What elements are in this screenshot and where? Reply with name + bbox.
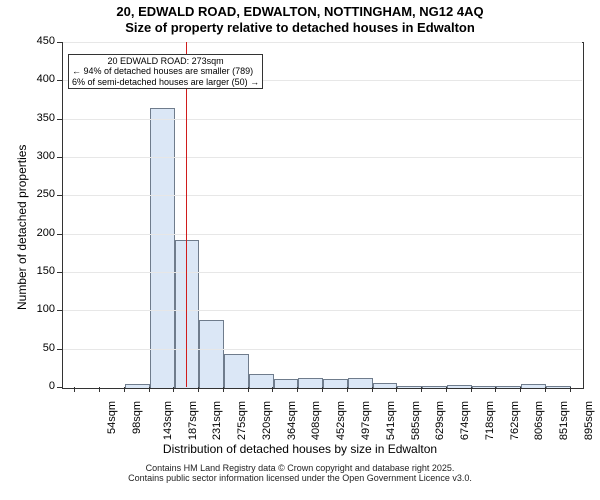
- x-tick-label: 452sqm: [335, 401, 347, 440]
- footer-line-2: Contains public sector information licen…: [0, 473, 600, 483]
- x-tick-label: 629sqm: [434, 401, 446, 440]
- chart-footer: Contains HM Land Registry data © Crown c…: [0, 463, 600, 484]
- x-tick-label: 320sqm: [261, 401, 273, 440]
- y-tick-label: 450: [27, 35, 55, 47]
- y-tick-label: 250: [27, 188, 55, 200]
- x-tick: [446, 387, 447, 392]
- x-tick-label: 54sqm: [106, 401, 118, 434]
- x-tick: [124, 387, 125, 392]
- bar: [447, 385, 472, 388]
- y-tick-label: 0: [27, 380, 55, 392]
- y-tick: [57, 157, 62, 158]
- bar: [472, 386, 497, 388]
- y-tick-label: 350: [27, 112, 55, 124]
- x-tick-label: 497sqm: [360, 401, 372, 440]
- bar: [521, 384, 546, 388]
- x-tick: [347, 387, 348, 392]
- x-tick: [149, 387, 150, 392]
- bar: [199, 320, 224, 388]
- gridline: [63, 310, 582, 311]
- y-tick-label: 200: [27, 227, 55, 239]
- x-tick: [545, 387, 546, 392]
- bar: [224, 354, 249, 388]
- x-tick-label: 585sqm: [410, 401, 422, 440]
- bar: [546, 386, 571, 388]
- x-tick: [520, 387, 521, 392]
- gridline: [63, 195, 582, 196]
- x-axis-label: Distribution of detached houses by size …: [0, 442, 600, 456]
- bar: [422, 386, 447, 388]
- x-tick-label: 895sqm: [583, 401, 595, 440]
- y-tick: [57, 387, 62, 388]
- annotation-line-1: 20 EDWALD ROAD: 273sqm: [72, 56, 259, 66]
- footer-line-1: Contains HM Land Registry data © Crown c…: [0, 463, 600, 473]
- x-tick: [223, 387, 224, 392]
- x-tick-label: 541sqm: [385, 401, 397, 440]
- x-tick-label: 674sqm: [459, 401, 471, 440]
- bar: [496, 386, 521, 388]
- x-tick-label: 143sqm: [162, 401, 174, 440]
- y-tick: [57, 80, 62, 81]
- gridline: [63, 349, 582, 350]
- x-tick: [198, 387, 199, 392]
- y-tick: [57, 272, 62, 273]
- bar: [249, 374, 274, 388]
- y-tick-label: 150: [27, 265, 55, 277]
- y-tick: [57, 195, 62, 196]
- annotation-box: 20 EDWALD ROAD: 273sqm← 94% of detached …: [68, 54, 263, 89]
- y-tick: [57, 119, 62, 120]
- gridline: [63, 119, 582, 120]
- x-tick-label: 275sqm: [236, 401, 248, 440]
- y-tick: [57, 349, 62, 350]
- x-tick-label: 408sqm: [311, 401, 323, 440]
- bar: [323, 379, 348, 388]
- y-tick-label: 50: [27, 342, 55, 354]
- title-line-2: Size of property relative to detached ho…: [0, 20, 600, 36]
- x-tick: [74, 387, 75, 392]
- x-tick: [99, 387, 100, 392]
- gridline: [63, 234, 582, 235]
- x-tick-label: 98sqm: [131, 401, 143, 434]
- annotation-line-2: ← 94% of detached houses are smaller (78…: [72, 66, 259, 76]
- bar: [125, 384, 150, 388]
- x-tick: [396, 387, 397, 392]
- bar: [348, 378, 373, 388]
- x-tick: [322, 387, 323, 392]
- x-tick: [570, 387, 571, 392]
- x-tick-label: 718sqm: [484, 401, 496, 440]
- x-tick-label: 762sqm: [509, 401, 521, 440]
- bar: [175, 240, 200, 388]
- title-line-1: 20, EDWALD ROAD, EDWALTON, NOTTINGHAM, N…: [0, 0, 600, 20]
- x-tick-label: 231sqm: [212, 401, 224, 440]
- x-tick: [495, 387, 496, 392]
- bar: [397, 386, 422, 388]
- y-tick-label: 300: [27, 150, 55, 162]
- x-tick: [297, 387, 298, 392]
- gridline: [63, 42, 582, 43]
- x-tick: [173, 387, 174, 392]
- x-tick-label: 851sqm: [558, 401, 570, 440]
- x-tick-label: 806sqm: [533, 401, 545, 440]
- y-tick-label: 100: [27, 303, 55, 315]
- gridline: [63, 272, 582, 273]
- x-tick: [471, 387, 472, 392]
- x-tick: [248, 387, 249, 392]
- annotation-line-3: 6% of semi-detached houses are larger (5…: [72, 77, 259, 87]
- y-tick: [57, 234, 62, 235]
- gridline: [63, 157, 582, 158]
- x-tick: [272, 387, 273, 392]
- chart-plot-area: [62, 42, 584, 389]
- y-tick: [57, 42, 62, 43]
- x-tick-label: 364sqm: [286, 401, 298, 440]
- bar: [373, 383, 398, 388]
- x-tick: [372, 387, 373, 392]
- bar: [150, 108, 175, 388]
- bar: [298, 378, 323, 388]
- x-tick-label: 187sqm: [187, 401, 199, 440]
- bar: [274, 379, 299, 388]
- reference-line: [186, 42, 187, 387]
- x-tick: [421, 387, 422, 392]
- y-tick-label: 400: [27, 73, 55, 85]
- y-tick: [57, 310, 62, 311]
